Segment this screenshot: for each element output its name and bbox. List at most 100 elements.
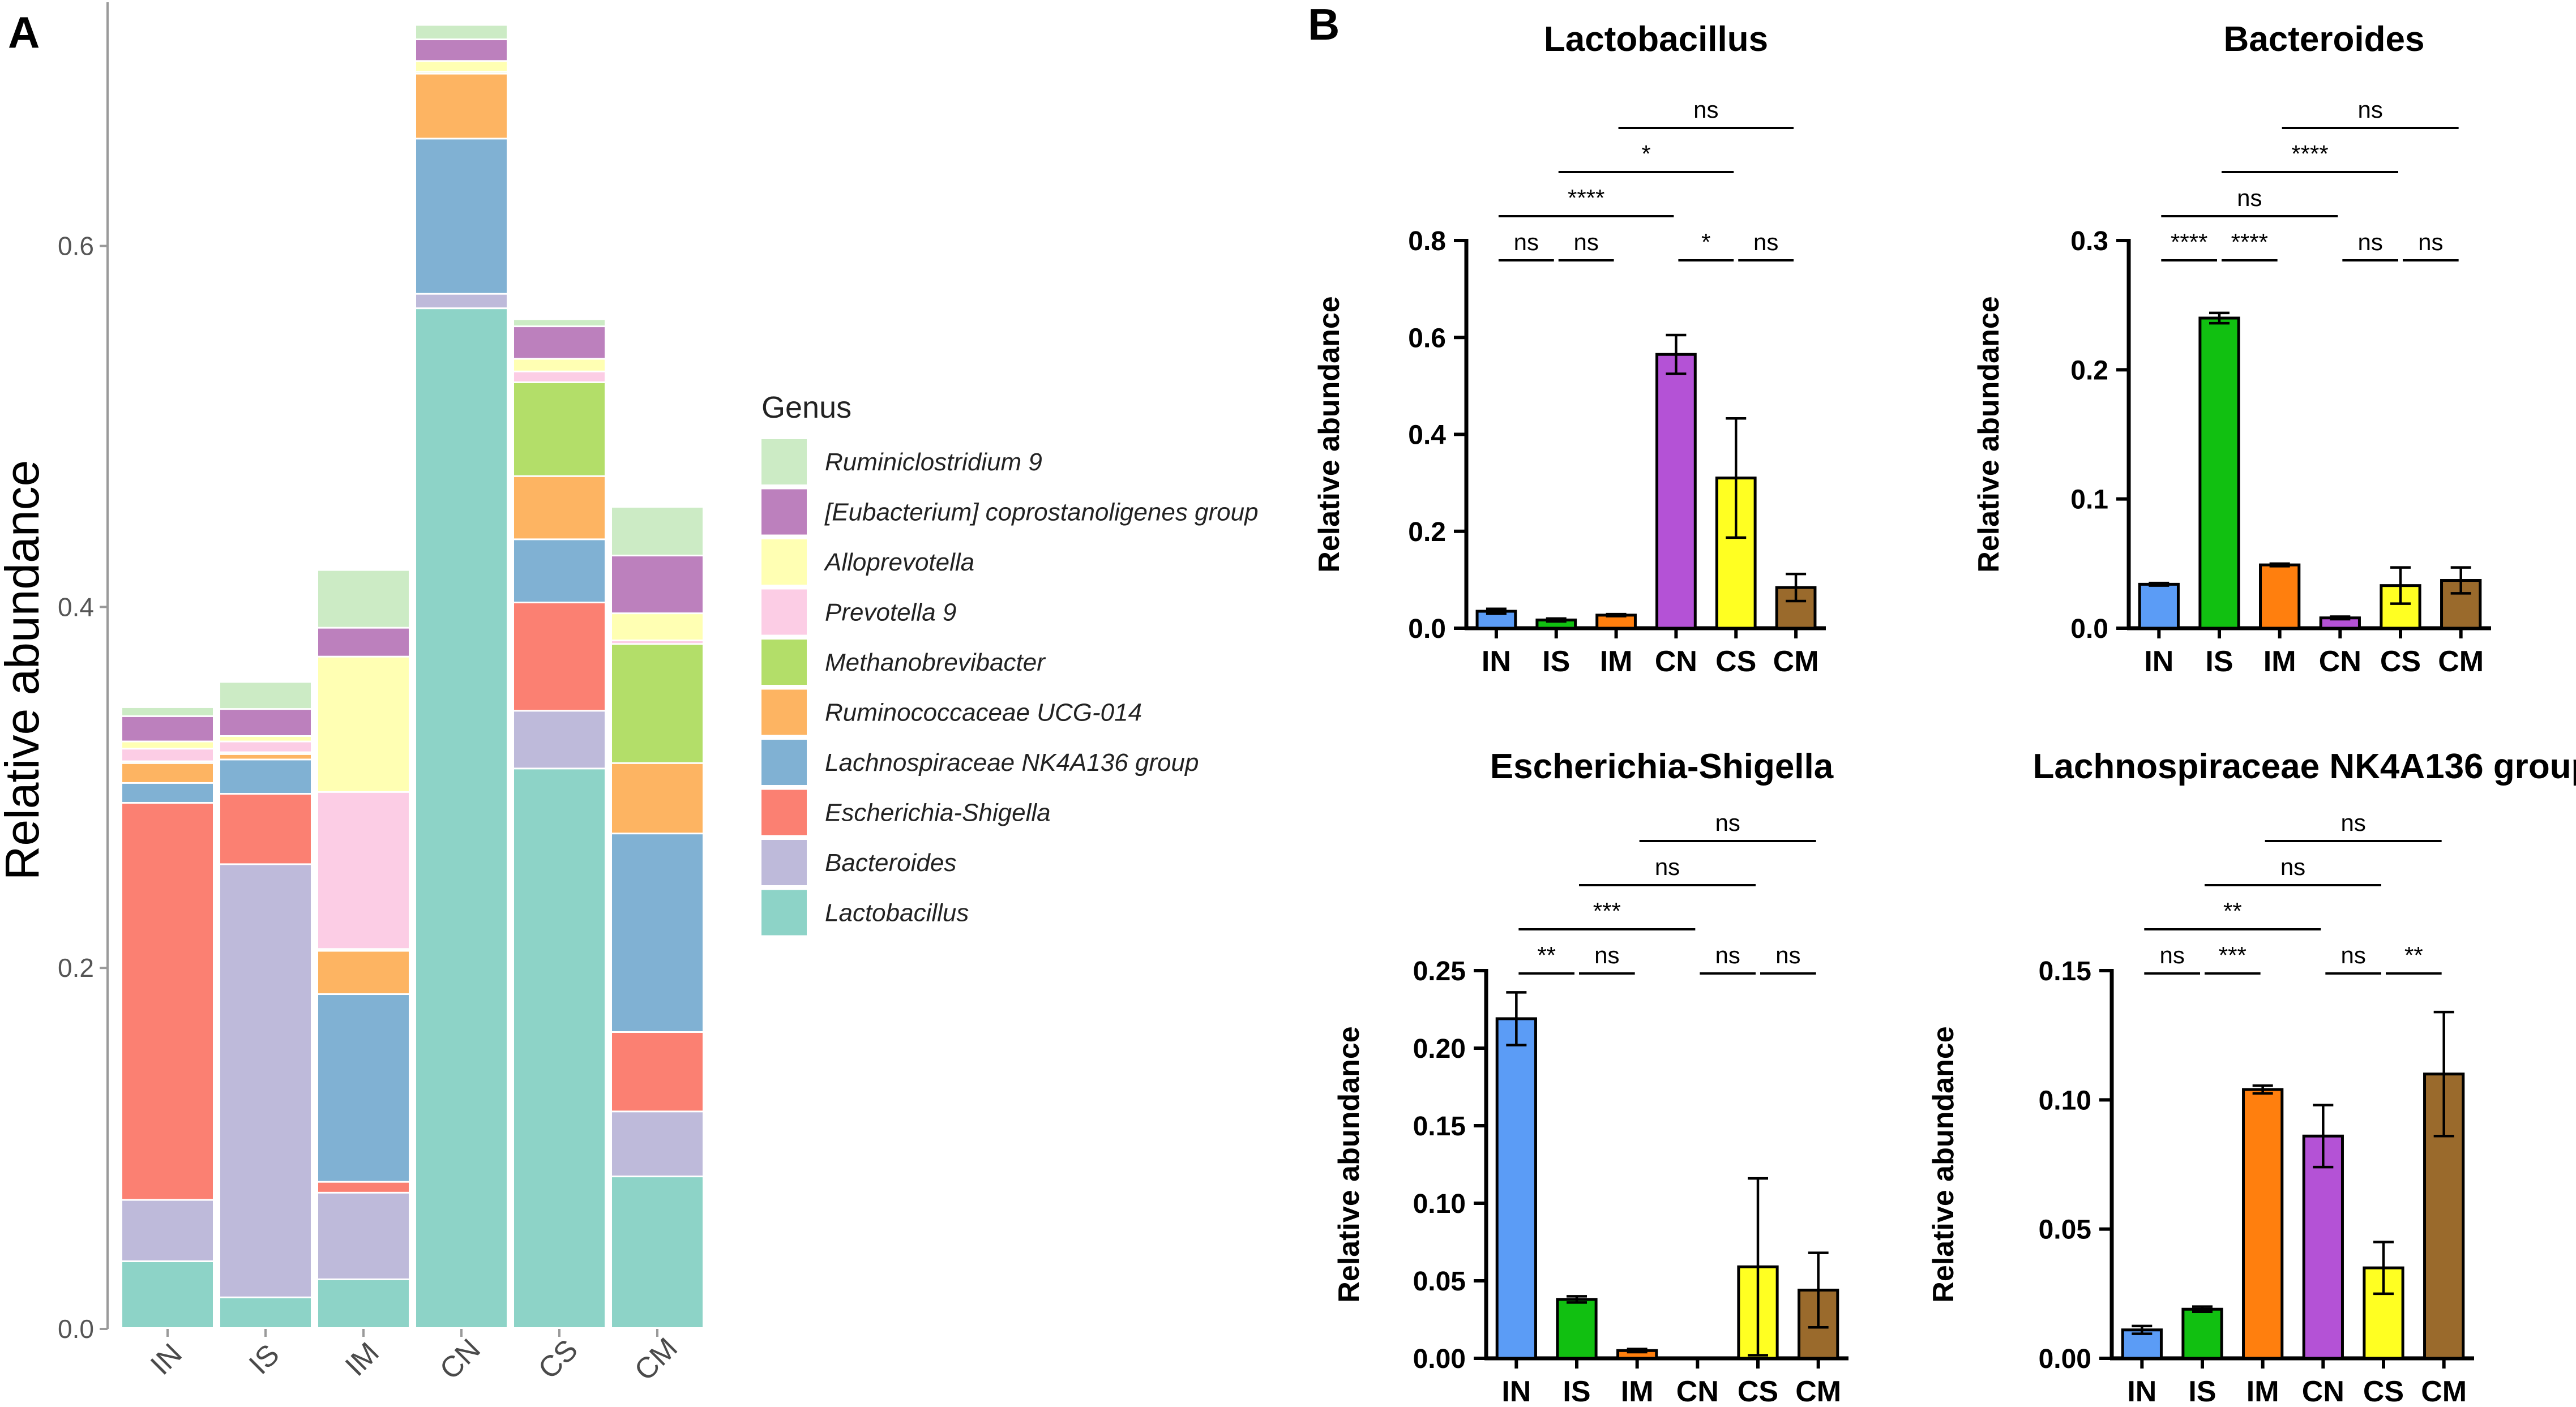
stack-segment (318, 1280, 409, 1327)
y-tick-label: 0.05 (1413, 1267, 1466, 1297)
significance-label: **** (2231, 229, 2268, 255)
stack-segment (416, 25, 507, 39)
x-tick-label: IS (2205, 645, 2233, 678)
y-tick-label: 0.8 (1408, 226, 1446, 256)
stack-segment (122, 749, 213, 761)
subchart-1: Bacteroides Relative abundance 0.0 0.1 0.2 0.… (1972, 20, 2491, 678)
x-tick-label: CN (2302, 1375, 2344, 1407)
stack-segment (514, 383, 605, 475)
legend-title: Genus (761, 391, 851, 424)
chart-title: Lachnospiraceae NK4A136 group (2033, 747, 2576, 786)
stack-segment (514, 320, 605, 326)
bar (2302, 1134, 2344, 1360)
stack-segment (220, 742, 311, 752)
x-tick-label: IN (144, 1337, 189, 1382)
y-tick-label: 0.2 (1408, 517, 1446, 547)
significance-label: ns (1655, 853, 1680, 880)
y-tick-label: 0.6 (58, 231, 94, 261)
legend-label: Lactobacillus (825, 899, 969, 927)
subchart-3: Lachnospiraceae NK4A136 group Relative ab… (1927, 747, 2576, 1407)
legend-swatch (761, 790, 807, 835)
legend-swatch (761, 539, 807, 585)
significance-label: ns (1514, 229, 1539, 255)
significance-label: ns (2280, 853, 2305, 880)
y-tick-label: 0.00 (2039, 1344, 2091, 1374)
chart-title: Bacteroides (2224, 20, 2425, 59)
stack-segment (514, 769, 605, 1327)
chart-title: Lactobacillus (1544, 20, 1768, 59)
legend-swatch (761, 689, 807, 735)
stack-segment (318, 1193, 409, 1279)
stack-segment (318, 657, 409, 791)
x-tick-label: IM (1621, 1375, 1654, 1407)
bar (2181, 1307, 2223, 1360)
stack-segment (318, 792, 409, 949)
significance-label: ns (1573, 229, 1598, 255)
chart-title: Escherichia-Shigella (1490, 747, 1834, 786)
x-tick-label: IN (2127, 1375, 2156, 1407)
stack-segment (612, 1032, 703, 1111)
stack-segment (220, 760, 311, 793)
y-tick-label: 0.00 (1413, 1344, 1466, 1374)
bar (2259, 563, 2301, 630)
stack-segment (612, 1112, 703, 1176)
x-tick-label: CN (2319, 645, 2361, 678)
bar (1495, 1017, 1537, 1360)
significance-label: ns (2159, 942, 2184, 968)
stack-segment (122, 1200, 213, 1261)
bar (2138, 582, 2180, 630)
x-tick-label: CS (1715, 645, 1756, 678)
stack-segment (514, 603, 605, 710)
x-tick-label: IN (1501, 1375, 1531, 1407)
legend-label: Ruminiclostridium 9 (825, 448, 1042, 476)
y-tick-label: 0.4 (58, 592, 94, 621)
bar (2423, 1073, 2465, 1360)
y-tick-label: 0.2 (58, 953, 94, 983)
y-axis-title: Relative abundance (1313, 296, 1346, 572)
y-axis-title: Relative abundance (1333, 1026, 1366, 1302)
x-tick-label: IS (1542, 645, 1570, 678)
y-tick-label: 0.10 (2039, 1086, 2091, 1116)
significance-label: ns (2340, 809, 2365, 836)
y-tick-label: 0.0 (1408, 614, 1446, 644)
y-axis-title: Relative abundance (1927, 1026, 1960, 1302)
stack-segment (318, 995, 409, 1181)
stack-segment (514, 327, 605, 358)
stack-segment (220, 865, 311, 1297)
x-tick-label: CM (1773, 645, 1819, 678)
legend-swatch (761, 840, 807, 885)
legend-label: Lachnospiraceae NK4A136 group (825, 749, 1199, 777)
legend-label: [Eubacterium] coprostanoligenes group (824, 499, 1259, 526)
y-tick-label: 0.6 (1408, 323, 1446, 353)
significance-label: ns (2418, 229, 2443, 255)
significance-label: ns (1715, 942, 1740, 968)
y-tick-label: 0.15 (2039, 956, 2091, 986)
significance-label: **** (2171, 229, 2207, 255)
x-tick-label: CS (2380, 645, 2421, 678)
x-tick-label: CM (628, 1332, 684, 1387)
y-tick-label: 0.20 (1413, 1034, 1466, 1064)
stack-segment (416, 294, 507, 308)
stack-segment (612, 763, 703, 833)
bar (1556, 1298, 1598, 1360)
legend-label: Escherichia-Shigella (825, 799, 1051, 827)
legend-label: Prevotella 9 (825, 599, 956, 627)
legend-swatch (761, 589, 807, 635)
stack-segment (318, 628, 409, 656)
stack-segment (416, 40, 507, 61)
x-tick-label: CN (434, 1333, 487, 1386)
bar (2198, 316, 2240, 630)
x-tick-label: IM (2263, 645, 2296, 678)
legend-swatch (761, 890, 807, 936)
significance-label: **** (2291, 140, 2328, 167)
significance-label: ** (2404, 942, 2423, 968)
stack-segment (220, 683, 311, 709)
y-axis-title: Relative abundance (0, 460, 49, 881)
y-tick-label: 0.0 (58, 1314, 94, 1344)
x-tick-label: CN (1655, 645, 1697, 678)
y-tick-label: 0.25 (1413, 956, 1466, 986)
significance-label: **** (1568, 185, 1604, 211)
stack-segment (416, 139, 507, 293)
stack-segment (318, 1182, 409, 1192)
